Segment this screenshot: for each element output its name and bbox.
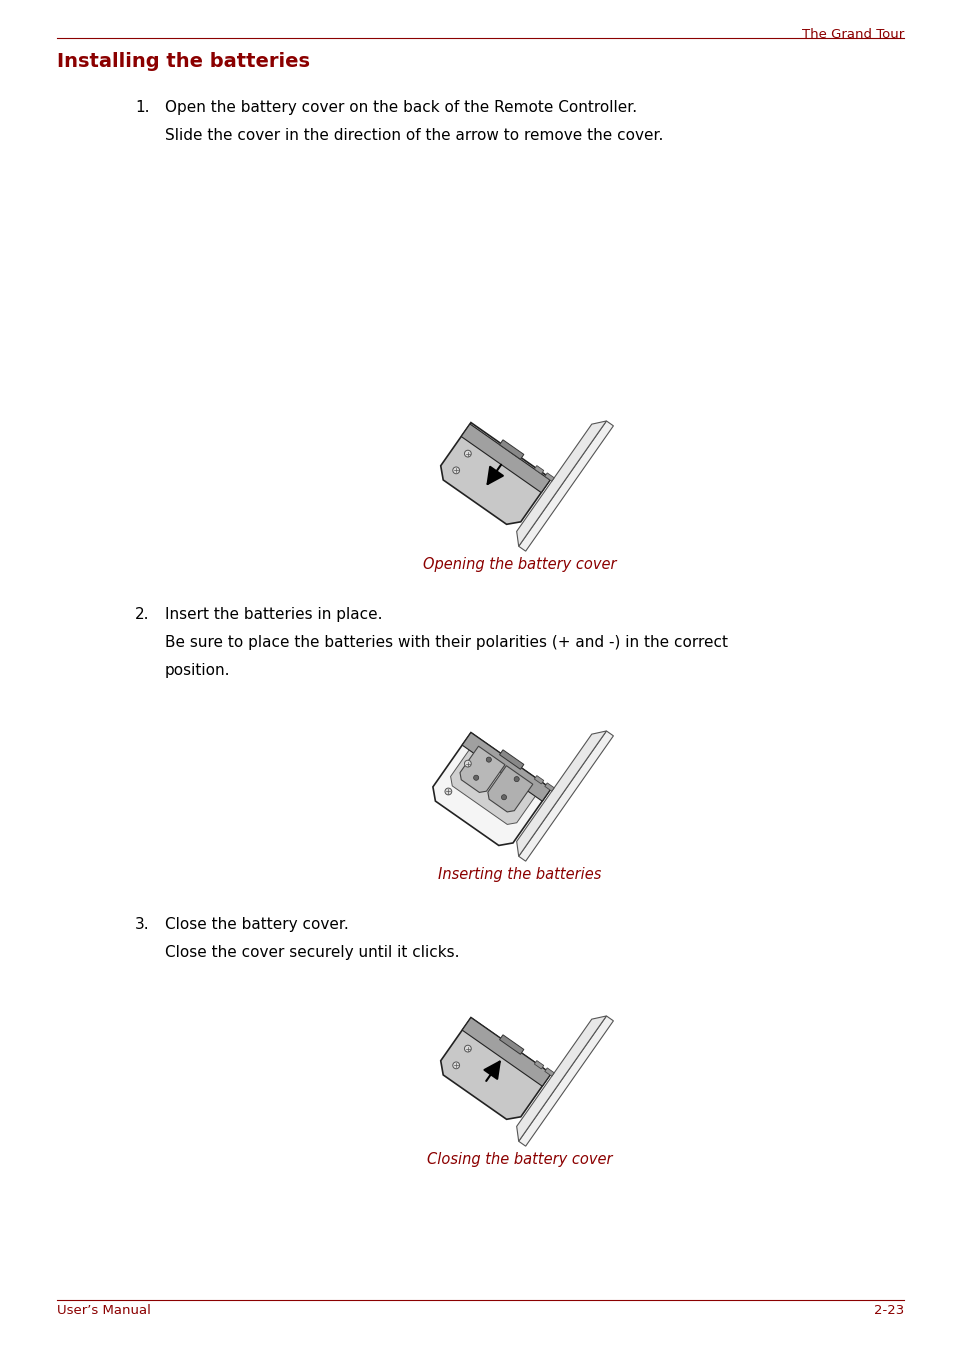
Polygon shape <box>499 439 523 460</box>
Circle shape <box>473 775 478 780</box>
Polygon shape <box>440 423 551 525</box>
Polygon shape <box>461 1018 551 1086</box>
Polygon shape <box>433 733 551 845</box>
Circle shape <box>464 760 471 767</box>
Polygon shape <box>517 1015 606 1141</box>
Polygon shape <box>517 731 606 856</box>
Polygon shape <box>459 746 504 792</box>
Text: Closing the battery cover: Closing the battery cover <box>427 1152 612 1167</box>
Text: 1.: 1. <box>135 100 150 115</box>
Text: 3.: 3. <box>135 917 150 932</box>
Circle shape <box>444 788 452 795</box>
Circle shape <box>453 466 459 473</box>
Polygon shape <box>461 733 551 802</box>
Text: 2.: 2. <box>135 607 150 622</box>
Text: position.: position. <box>165 662 231 677</box>
Text: Inserting the batteries: Inserting the batteries <box>437 867 601 882</box>
Circle shape <box>514 776 518 781</box>
Circle shape <box>464 1045 471 1052</box>
Text: The Grand Tour: The Grand Tour <box>801 28 903 41</box>
Polygon shape <box>534 1060 543 1069</box>
Text: Insert the batteries in place.: Insert the batteries in place. <box>165 607 382 622</box>
Polygon shape <box>460 425 550 492</box>
Text: Close the cover securely until it clicks.: Close the cover securely until it clicks… <box>165 945 459 960</box>
Circle shape <box>486 757 491 763</box>
Polygon shape <box>518 1015 613 1146</box>
Text: Opening the battery cover: Opening the battery cover <box>423 557 616 572</box>
Circle shape <box>501 795 506 800</box>
Polygon shape <box>499 750 523 769</box>
Polygon shape <box>517 420 606 546</box>
Text: User’s Manual: User’s Manual <box>57 1303 151 1317</box>
Text: 2-23: 2-23 <box>873 1303 903 1317</box>
Text: Installing the batteries: Installing the batteries <box>57 51 310 72</box>
Circle shape <box>464 450 471 457</box>
Polygon shape <box>518 420 613 552</box>
Polygon shape <box>487 765 533 813</box>
Text: Open the battery cover on the back of the Remote Controller.: Open the battery cover on the back of th… <box>165 100 637 115</box>
Polygon shape <box>544 1068 554 1076</box>
Text: Close the battery cover.: Close the battery cover. <box>165 917 349 932</box>
Polygon shape <box>544 783 554 791</box>
Circle shape <box>453 1061 459 1068</box>
Text: Be sure to place the batteries with their polarities (+ and -) in the correct: Be sure to place the batteries with thei… <box>165 635 727 650</box>
Polygon shape <box>544 473 554 481</box>
Text: Slide the cover in the direction of the arrow to remove the cover.: Slide the cover in the direction of the … <box>165 128 662 143</box>
Polygon shape <box>450 742 540 825</box>
Polygon shape <box>499 1034 523 1055</box>
Polygon shape <box>440 1018 551 1119</box>
Polygon shape <box>534 776 543 784</box>
Polygon shape <box>534 465 543 475</box>
Polygon shape <box>518 731 613 861</box>
